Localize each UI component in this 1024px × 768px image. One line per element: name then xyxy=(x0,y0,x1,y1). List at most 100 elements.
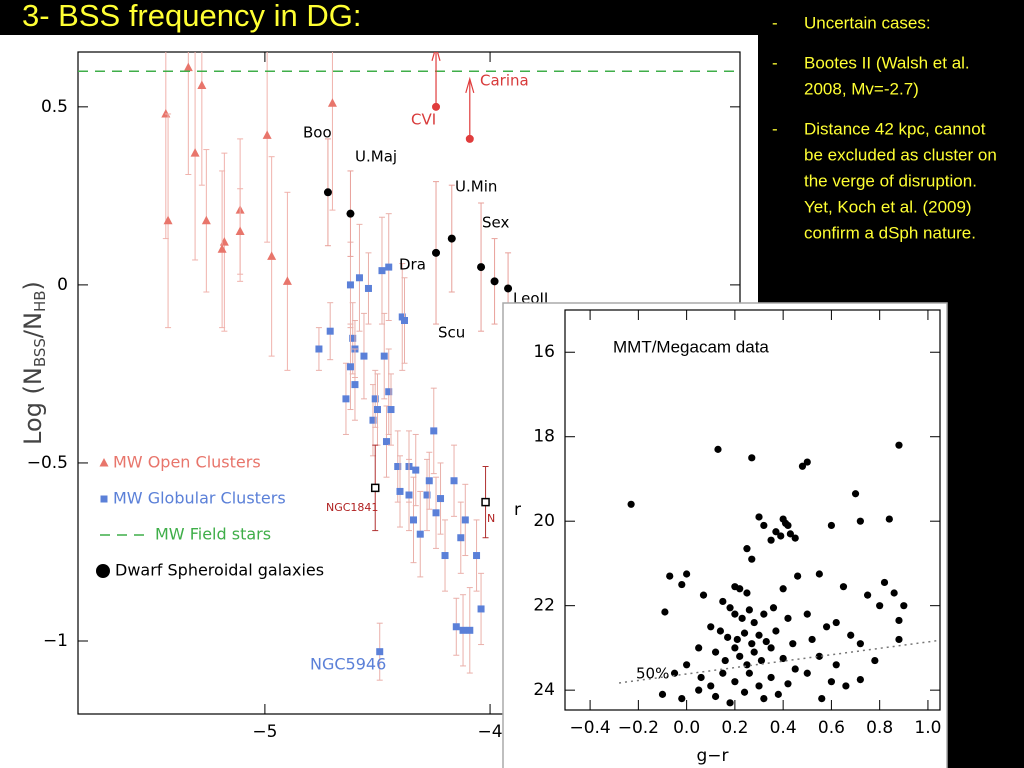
dot-point xyxy=(822,623,831,631)
dot-point xyxy=(757,656,766,665)
dot-point xyxy=(900,602,908,610)
dot-point xyxy=(743,545,751,553)
triangle-point xyxy=(201,215,211,225)
dot-point xyxy=(736,652,744,660)
dot-point xyxy=(772,528,780,536)
square-point xyxy=(398,313,406,321)
triangle-point xyxy=(163,215,173,225)
square-point xyxy=(387,406,395,414)
x-axis-label: g−r xyxy=(696,746,728,766)
bullet-text: Yet, Koch et al. (2009) xyxy=(804,197,972,216)
dot-point xyxy=(755,682,763,690)
dot-point xyxy=(740,629,749,637)
dot-point xyxy=(777,532,785,540)
dot-point xyxy=(678,694,686,703)
bullet-text: be excluded as cluster on xyxy=(804,145,997,164)
square-point xyxy=(432,509,440,517)
annotation: CVI xyxy=(411,111,436,129)
dot-point xyxy=(740,688,749,696)
dot-point xyxy=(711,648,720,656)
dot-point xyxy=(789,640,797,648)
circle-point xyxy=(490,277,499,286)
dot-point xyxy=(815,570,823,578)
dot-point xyxy=(755,631,763,639)
dot-point xyxy=(731,644,739,652)
square-point xyxy=(373,406,381,414)
square-point xyxy=(466,626,474,634)
legend-label: MW Field stars xyxy=(155,525,271,544)
y-axis-label-part: ) xyxy=(19,281,47,290)
dot-point xyxy=(695,644,703,652)
x-tick-label: −4 xyxy=(478,722,503,742)
legend-label: Dwarf Spheroidal galaxies xyxy=(115,561,324,580)
dot-point xyxy=(719,669,727,677)
square-point xyxy=(477,605,485,613)
x-tick-label: −0.4 xyxy=(569,718,610,738)
circle-point xyxy=(447,234,456,243)
square-point xyxy=(346,281,354,289)
dot-point xyxy=(745,669,753,677)
square-point xyxy=(378,267,386,275)
x-tick-label: 0.2 xyxy=(721,718,748,738)
dot-point xyxy=(670,669,679,677)
dot-point xyxy=(767,644,775,652)
dot-point xyxy=(721,656,729,665)
dot-point xyxy=(627,500,635,508)
x-tick-label: 0.6 xyxy=(818,718,845,738)
dot-point xyxy=(818,694,826,703)
square-point xyxy=(473,552,481,560)
dot-point xyxy=(772,627,780,635)
square-point xyxy=(380,352,388,360)
dot-point xyxy=(784,614,792,622)
dot-point xyxy=(697,673,705,682)
dot-point xyxy=(851,490,860,498)
dot-point xyxy=(733,635,741,644)
bullet-text: 2008, Mv=-2.7) xyxy=(804,79,919,98)
dot-point xyxy=(760,694,768,703)
square-point xyxy=(425,477,433,485)
circle-point xyxy=(323,188,332,197)
dot-point xyxy=(719,597,727,606)
dot-point xyxy=(678,580,686,589)
annotation: Carina xyxy=(480,72,529,90)
limit-arrowhead xyxy=(431,52,441,62)
square-point xyxy=(412,466,420,474)
dot-point xyxy=(827,678,836,686)
annotation: Dra xyxy=(399,256,426,274)
dot-point xyxy=(856,517,864,525)
dot-point xyxy=(815,652,823,660)
dot-point xyxy=(885,515,893,523)
dot-point xyxy=(779,654,787,663)
annotation: 50% xyxy=(636,665,669,683)
dot-point xyxy=(714,445,722,453)
triangle-point xyxy=(190,148,200,157)
dot-point xyxy=(748,640,756,648)
dot-point xyxy=(683,570,691,578)
dot-point xyxy=(748,454,756,462)
square-point xyxy=(396,487,404,495)
square-point xyxy=(346,363,354,371)
bullet-text: Bootes II (Walsh et al. xyxy=(804,53,970,72)
dot-point xyxy=(808,635,816,644)
dot-point xyxy=(856,640,864,648)
dot-point xyxy=(798,462,807,470)
dot-point xyxy=(762,637,770,646)
dot-point xyxy=(791,534,799,542)
annotation: U.Min xyxy=(455,178,497,196)
marks xyxy=(618,441,940,707)
y-tick-label: 20 xyxy=(533,511,555,531)
dot-point xyxy=(794,572,802,580)
square-point xyxy=(450,477,458,485)
square-point xyxy=(423,491,431,499)
dot-point xyxy=(774,690,782,698)
square-point xyxy=(461,516,469,524)
y-axis-label-part: BSS xyxy=(31,338,49,367)
annotation: NGC1841 xyxy=(326,501,378,514)
y-axis-label: r xyxy=(514,500,521,520)
square-point xyxy=(326,327,334,335)
dot-point xyxy=(726,604,734,612)
title-band xyxy=(0,0,385,35)
x-tick-label: −0.2 xyxy=(618,718,659,738)
square-point xyxy=(400,317,408,325)
